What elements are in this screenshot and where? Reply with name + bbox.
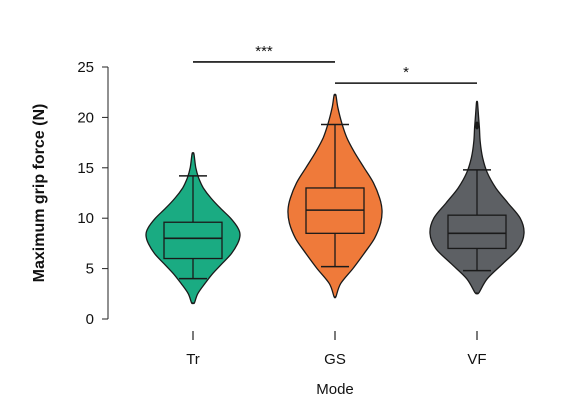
y-tick-label: 5 (86, 261, 94, 278)
y-tick-label: 20 (77, 109, 94, 126)
x-tick-label: VF (467, 351, 486, 368)
y-axis: 0 5 10 15 20 25 (77, 59, 109, 328)
x-tick-label: GS (324, 351, 346, 368)
iqr-box (447, 214, 507, 250)
x-tick-label: Tr (186, 351, 200, 368)
y-tick-label: 25 (77, 59, 94, 76)
violin-vf (429, 100, 525, 295)
outlier-point (474, 121, 480, 130)
violin-gs (287, 93, 383, 299)
violin-body (145, 151, 241, 305)
y-tick-label: 10 (77, 210, 94, 227)
significance-brackets: **** (193, 43, 477, 84)
x-axis: Tr GS VF (186, 331, 487, 368)
y-tick-label: 15 (77, 160, 94, 177)
violin-body (287, 93, 383, 299)
significance-label: *** (255, 43, 273, 60)
y-tick-label: 0 (86, 311, 94, 328)
significance-label: * (403, 64, 409, 81)
violin-tr (145, 151, 241, 305)
violin-plots (145, 93, 525, 305)
iqr-box (163, 221, 223, 260)
y-axis-label: Maximum grip force (N) (31, 104, 48, 283)
x-axis-label: Mode (316, 381, 354, 398)
